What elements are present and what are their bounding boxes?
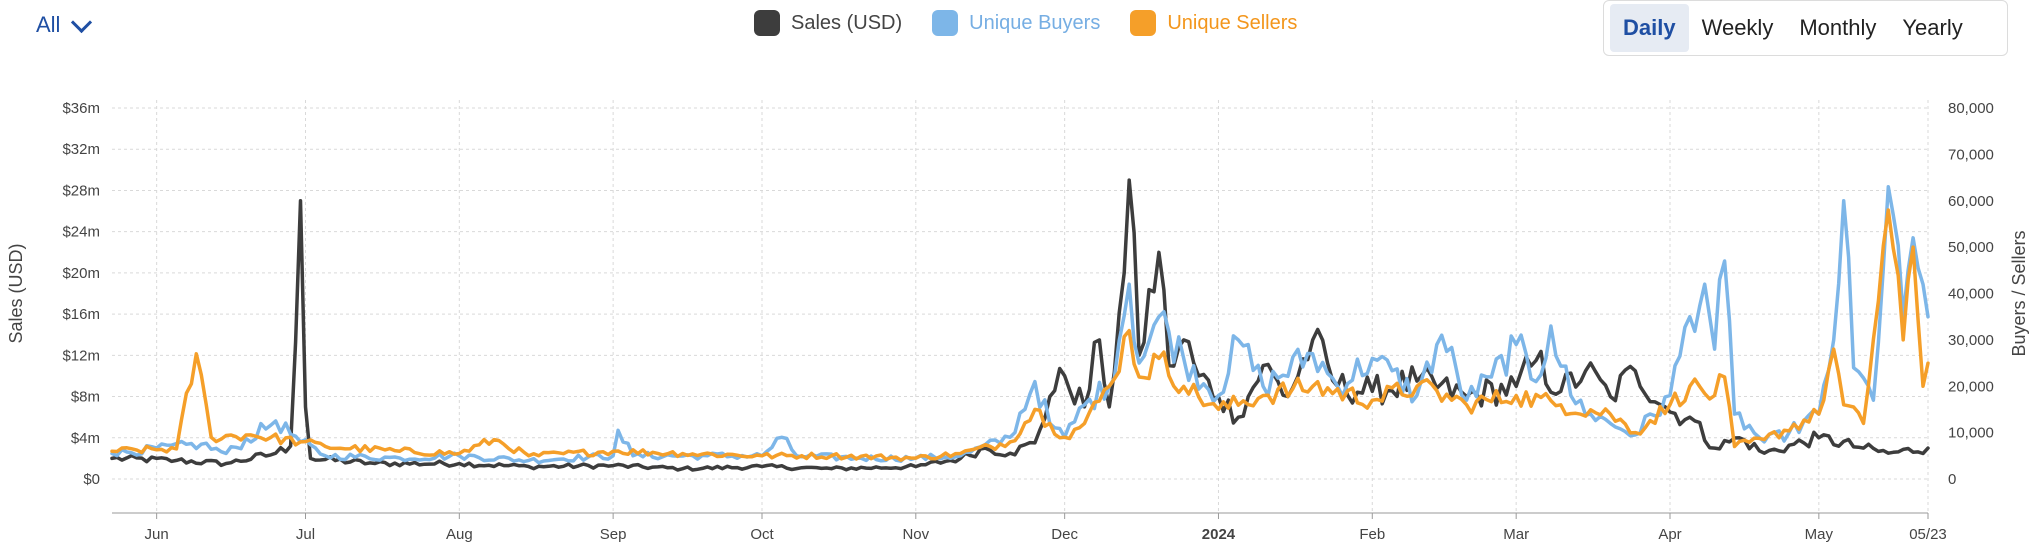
y-left-tick-label: $32m	[62, 141, 100, 158]
x-tick-label: Jun	[145, 526, 169, 543]
y-right-tick-label: 20,000	[1948, 378, 1994, 395]
chart-series	[110, 178, 1930, 472]
y-left-tick-label: $12m	[62, 347, 100, 364]
legend-item-sales[interactable]: Sales (USD)	[754, 10, 902, 36]
weekly-button[interactable]: Weekly	[1701, 15, 1774, 40]
legend-label-sellers: Unique Sellers	[1167, 11, 1298, 34]
filter-dropdown[interactable]: All	[36, 11, 93, 38]
x-tick-label: Dec	[1051, 526, 1078, 543]
x-tick-label: Oct	[750, 526, 774, 543]
y-left-tick-label: $0	[83, 471, 100, 488]
y-left-tick-label: $16m	[62, 306, 100, 323]
y-right-tick-label: 40,000	[1948, 286, 1994, 303]
buyers-line	[110, 185, 1930, 465]
chart-legend: Sales (USD) Unique Buyers Unique Sellers	[754, 10, 1327, 36]
y-left-tick-label: $36m	[62, 100, 100, 117]
period-selector: Daily Weekly Monthly Yearly	[1603, 0, 2008, 56]
y-left-tick-label: $4m	[71, 430, 100, 447]
x-tick-label: Aug	[446, 526, 473, 543]
sales-line	[110, 178, 1930, 472]
chart-grid	[112, 100, 1929, 519]
x-tick-label: May	[1805, 526, 1834, 543]
x-tick-label: 2024	[1202, 526, 1236, 543]
daily-button[interactable]: Daily	[1610, 4, 1689, 52]
x-tick-label: Feb	[1359, 526, 1385, 543]
y-left-axis-title: Sales (USD)	[6, 243, 26, 343]
chart-axis-labels: $0 $4m $8m $12m $16m $20m $24m $28m $32m $36m 0 10,…	[6, 100, 2029, 543]
legend-swatch-sellers	[1130, 10, 1157, 36]
y-left-tick-label: $24m	[62, 224, 100, 241]
y-left-tick-label: $8m	[71, 389, 100, 406]
y-right-tick-label: 70,000	[1948, 146, 1994, 163]
y-right-tick-label: 80,000	[1948, 100, 1994, 117]
x-tick-label: Jul	[296, 526, 315, 543]
x-tick-label: Apr	[1658, 526, 1681, 543]
y-right-tick-label: 30,000	[1948, 332, 1994, 349]
y-right-axis-title: Buyers / Sellers	[2009, 230, 2029, 356]
legend-label-buyers: Unique Buyers	[969, 11, 1101, 34]
legend-label-sales: Sales (USD)	[791, 11, 903, 34]
y-right-tick-label: 10,000	[1948, 425, 1994, 442]
yearly-button[interactable]: Yearly	[1902, 15, 1963, 40]
y-left-tick-label: $28m	[62, 182, 100, 199]
sellers-line	[110, 208, 1930, 462]
x-tick-label: Nov	[902, 526, 929, 543]
x-tick-label: 05/23	[1909, 526, 1947, 543]
monthly-button[interactable]: Monthly	[1799, 15, 1877, 40]
x-tick-label: Sep	[600, 526, 627, 543]
y-right-tick-label: 50,000	[1948, 239, 1994, 256]
legend-swatch-buyers	[932, 10, 959, 36]
y-right-tick-label: 0	[1948, 471, 1956, 488]
y-left-tick-label: $20m	[62, 265, 100, 282]
y-right-tick-label: 60,000	[1948, 193, 1994, 210]
x-tick-label: Mar	[1503, 526, 1529, 543]
legend-swatch-sales	[754, 10, 780, 36]
legend-item-buyers[interactable]: Unique Buyers	[932, 10, 1100, 36]
legend-item-sellers[interactable]: Unique Sellers	[1130, 10, 1297, 36]
filter-label: All	[36, 12, 61, 37]
